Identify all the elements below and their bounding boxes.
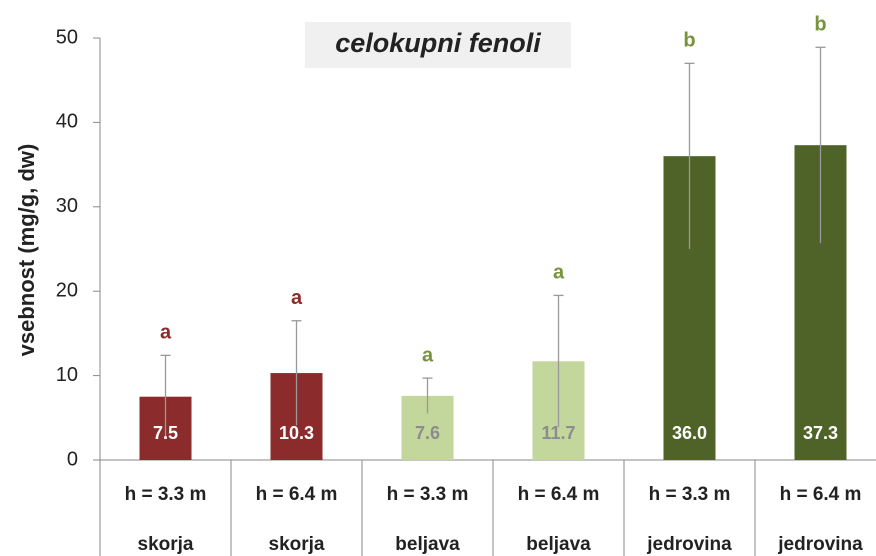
data-label: 36.0	[672, 423, 707, 443]
x-tick-label: h = 6.4 m	[518, 484, 600, 505]
significance-letter: a	[553, 262, 565, 284]
data-label: 11.7	[541, 423, 575, 443]
x-group-label: skorja	[138, 534, 194, 555]
y-axis-label: vsebnost (mg/g, dw)	[14, 144, 39, 357]
significance-letter: b	[683, 30, 695, 52]
x-group-label: jedrovina	[777, 534, 863, 555]
significance-letter: a	[291, 287, 303, 309]
y-tick-label: 30	[56, 195, 78, 217]
significance-letter: a	[422, 344, 434, 366]
significance-letter: a	[160, 322, 172, 344]
significance-letter: b	[814, 14, 826, 36]
title-box	[305, 22, 571, 68]
x-group-label: jedrovina	[646, 534, 732, 555]
data-label: 7.6	[415, 423, 440, 443]
x-tick-label: h = 3.3 m	[125, 484, 207, 505]
x-tick-label: h = 6.4 m	[780, 484, 862, 505]
data-label: 37.3	[803, 423, 838, 443]
x-group-label: skorja	[269, 534, 325, 555]
x-tick-label: h = 3.3 m	[649, 484, 731, 505]
x-tick-label: h = 3.3 m	[387, 484, 469, 505]
data-label: 10.3	[279, 423, 314, 443]
y-tick-label: 50	[56, 26, 78, 48]
chart-title: celokupni fenoli	[335, 28, 541, 58]
x-tick-label: h = 6.4 m	[256, 484, 338, 505]
y-tick-label: 10	[56, 364, 78, 386]
data-label: 7.5	[153, 423, 178, 443]
x-group-label: beljava	[395, 534, 460, 555]
y-tick-label: 40	[56, 111, 78, 133]
x-group-label: beljava	[526, 534, 591, 555]
y-tick-label: 20	[56, 279, 78, 301]
y-tick-label: 0	[67, 448, 78, 470]
